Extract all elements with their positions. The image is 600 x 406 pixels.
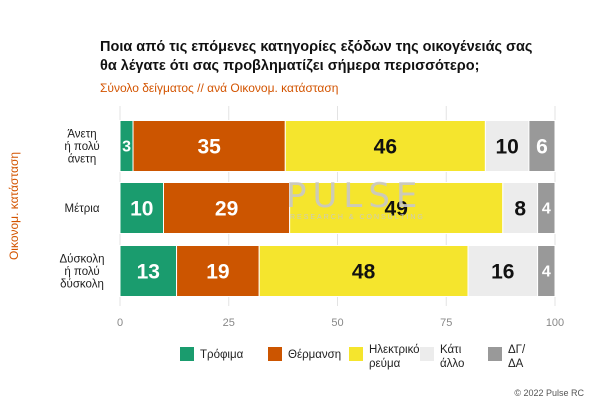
legend-label-4-1: ΔΑ	[508, 358, 524, 370]
bar-segment-2-0	[119, 245, 178, 297]
bar-segment-1-4	[537, 182, 556, 234]
bar-segment-1-3	[502, 182, 539, 234]
chart-subtitle: Σύνολο δείγματος // ανά Οικονομ. κατάστα…	[100, 81, 339, 95]
data-label-2-3: 16	[491, 261, 514, 284]
bar-segment-2-3	[467, 245, 539, 297]
data-label-0-3: 10	[495, 136, 518, 159]
legend-label-3-0: Κάτι	[440, 344, 462, 356]
chart-title-line-2: θα λέγατε ότι σας προβληματίζει σήμερα π…	[100, 58, 480, 74]
category-label-2-2: δύσκολη	[60, 279, 104, 291]
bar-segment-2-1	[176, 245, 260, 297]
bar-segment-0-3	[484, 120, 530, 172]
bar-segment-0-1	[132, 120, 286, 172]
data-label-0-0: 3	[122, 139, 131, 156]
bar-segment-1-1	[163, 182, 291, 234]
data-label-1-3: 8	[514, 198, 526, 221]
legend-label-1-0: Θέρμανση	[288, 349, 341, 361]
data-label-0-4: 6	[536, 136, 548, 159]
category-label-0-1: ή πολύ	[64, 141, 99, 153]
data-label-2-4: 4	[542, 264, 551, 281]
x-tick-label-1: 25	[223, 317, 235, 329]
bar-segment-2-4	[537, 245, 556, 297]
legend-label-4-0: ΔΓ/	[508, 344, 526, 356]
data-label-2-1: 19	[206, 261, 229, 284]
bar-segment-0-2	[284, 120, 486, 172]
data-label-1-2: 49	[385, 198, 408, 221]
x-tick-label-3: 75	[440, 317, 452, 329]
bar-segment-0-4	[528, 120, 556, 172]
bar-segment-1-2	[289, 182, 504, 234]
chart-title-line-1: Ποια από τις επόμενες κατηγορίες εξόδων …	[100, 39, 533, 55]
chart-title: Ποια από τις επόμενες κατηγορίες εξόδων …	[100, 38, 532, 76]
bar-segment-1-0	[119, 182, 164, 234]
data-label-1-4: 4	[542, 201, 551, 218]
data-label-1-1: 29	[215, 198, 238, 221]
legend-label-2-1: ρεύμα	[369, 358, 401, 370]
data-label-2-0: 13	[137, 261, 160, 284]
legend-label-0-0: Τρόφιμα	[200, 349, 244, 361]
legend-label-2-0: Ηλεκτρικό	[369, 344, 420, 356]
x-tick-label-4: 100	[546, 317, 564, 329]
category-label-0-0: Άνετη	[67, 129, 96, 141]
legend-swatch-2	[349, 347, 363, 361]
data-label-0-2: 46	[374, 136, 397, 159]
data-label-2-2: 48	[352, 261, 376, 284]
legend-swatch-1	[268, 347, 282, 361]
copyright-notice: © 2022 Pulse RC	[514, 388, 584, 398]
legend-label-3-1: άλλο	[440, 358, 464, 370]
category-label-2-1: ή πολύ	[64, 266, 99, 278]
y-axis-title: Οικονομ. κατάσταση	[7, 152, 21, 260]
category-label-0-2: άνετη	[68, 154, 96, 166]
x-tick-label-0: 0	[117, 317, 123, 329]
category-label-1-0: Μέτρια	[65, 203, 100, 215]
data-label-0-1: 35	[197, 136, 221, 159]
watermark-sub-text: RESEARCH & CONSULTING	[290, 214, 425, 221]
bar-segment-2-2	[258, 245, 469, 297]
data-label-1-0: 10	[130, 198, 153, 221]
pulse-watermark: PULSE RESEARCH & CONSULTING	[286, 176, 425, 221]
watermark-main-text: PULSE	[286, 176, 424, 216]
x-tick-label-2: 50	[331, 317, 343, 329]
category-label-2-0: Δύσκολη	[59, 254, 104, 266]
legend-swatch-4	[488, 347, 502, 361]
legend-swatch-0	[180, 347, 194, 361]
legend-swatch-3	[420, 347, 434, 361]
